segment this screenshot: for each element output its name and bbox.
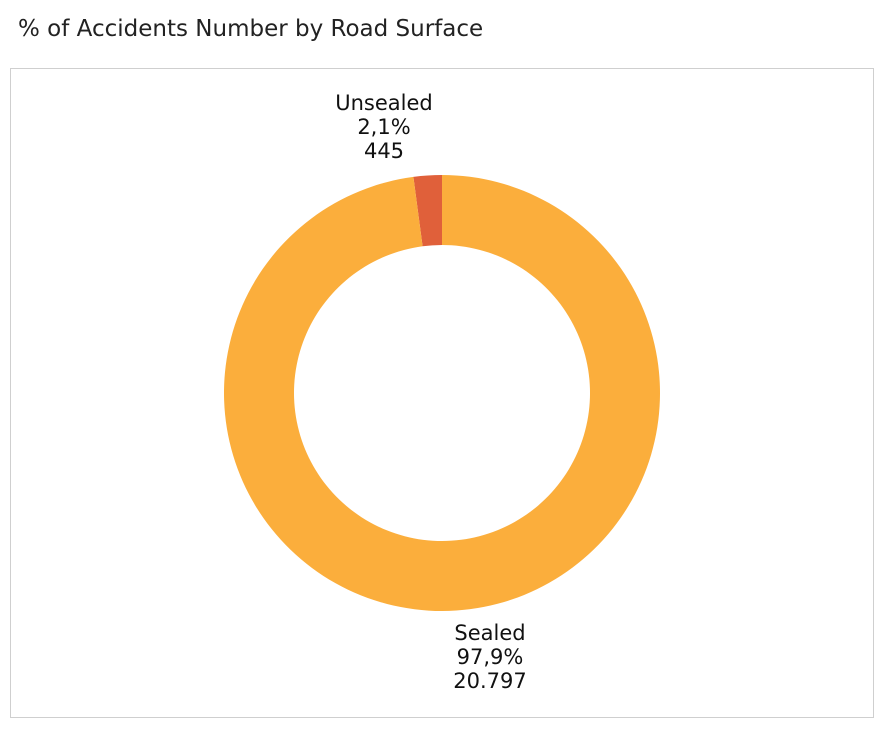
data-label-sealed: Sealed 97,9% 20.797 — [435, 621, 545, 693]
data-label-unsealed-name: Unsealed — [335, 91, 433, 115]
data-label-sealed-value: 20.797 — [453, 669, 527, 693]
data-label-unsealed-percent: 2,1% — [357, 115, 411, 139]
data-label-unsealed-value: 445 — [363, 139, 405, 163]
chart-title: % of Accidents Number by Road Surface — [18, 16, 484, 42]
chart-area: Unsealed 2,1% 445 Sealed 97,9% 20.797 — [10, 68, 874, 718]
data-label-sealed-name: Sealed — [454, 621, 526, 645]
slice-unsealed[interactable] — [413, 175, 442, 247]
donut-chart — [223, 175, 660, 611]
data-label-unsealed: Unsealed 2,1% 445 — [329, 91, 439, 163]
data-label-sealed-percent: 97,9% — [456, 645, 524, 669]
slice-sealed[interactable] — [223, 175, 660, 611]
